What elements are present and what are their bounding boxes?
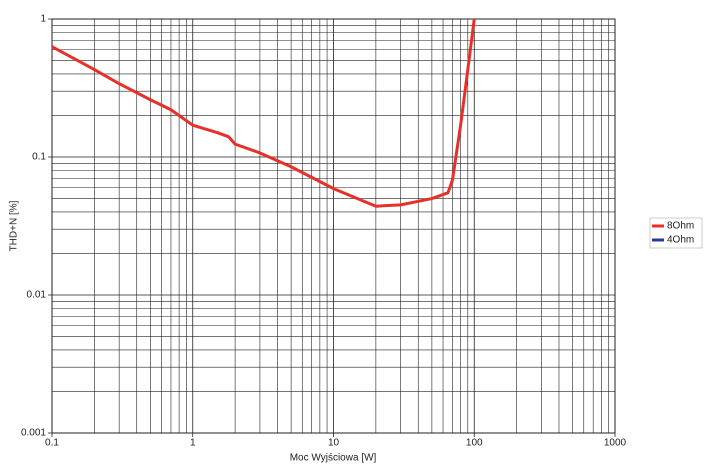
x-tick-label: 10: [328, 438, 340, 449]
legend-box: [649, 217, 703, 249]
y-tick-label: 1: [40, 14, 46, 25]
y-tick-label: 0.1: [32, 152, 46, 163]
x-tick-label: 0.1: [45, 438, 59, 449]
plot-frame: [51, 18, 616, 434]
x-tick-label: 100: [466, 438, 483, 449]
x-axis-label: Moc Wyjściowa [W]: [290, 453, 377, 464]
data-line: [52, 18, 476, 208]
y-tick-label: 0.01: [27, 290, 47, 301]
legend-label: 8Ohm: [667, 221, 694, 232]
y-axis-label: THD+N [%]: [9, 200, 20, 251]
legend-label: 4Ohm: [667, 235, 694, 246]
x-tick-label: 1: [190, 438, 196, 449]
x-tick-label: 1000: [604, 438, 627, 449]
y-tick-label: 0.001: [21, 428, 46, 439]
